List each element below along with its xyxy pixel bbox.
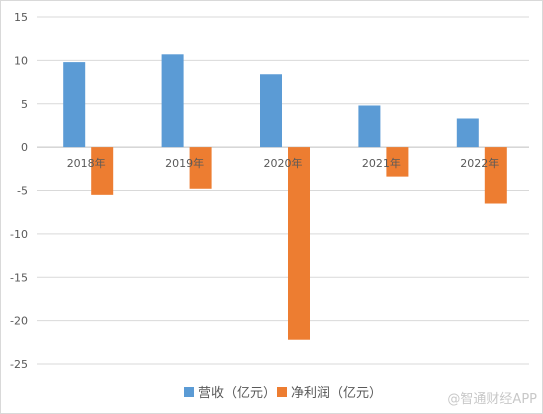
x-category-label: 2020年 [264,156,303,170]
y-tick-label: 0 [21,141,28,154]
x-category-label: 2021年 [362,156,401,170]
x-category-label: 2022年 [460,156,499,170]
y-tick-label: -25 [10,358,28,371]
legend-swatch-net-profit [277,387,287,397]
gridlines [37,16,529,365]
revenue-bar [456,118,479,148]
x-category-label: 2019年 [165,156,204,170]
y-tick-label: -10 [10,228,28,241]
x-axis-labels: 2018年 2019年 2020年 2021年 2022年 [67,156,500,170]
watermark: @智通财经APP [447,392,537,407]
net-profit-bar [484,147,507,204]
legend-label-net-profit: 净利润（亿元） [291,386,382,401]
y-tick-label: -20 [10,315,28,328]
legend-swatch-revenue [184,387,194,397]
revenue-bar [161,54,184,148]
y-tick-label: 10 [14,54,28,67]
revenue-bar [260,74,282,148]
y-tick-label: 5 [21,98,28,111]
net-profit-bar [189,147,212,189]
net-profit-bar [91,147,114,195]
revenue-bar [63,62,86,148]
revenue-bar [358,105,381,148]
net-profit-bar [288,147,310,340]
y-axis-labels: 15 10 5 0 -5 -10 -15 -20 -25 [10,11,28,371]
bars [63,54,507,340]
y-tick-label: -5 [17,185,28,198]
net-profit-bar [386,147,409,177]
legend: 营收（亿元） 净利润（亿元） [184,386,382,401]
x-category-label: 2018年 [67,156,106,170]
y-tick-label: -15 [10,271,28,284]
y-tick-label: 15 [14,11,28,24]
legend-label-revenue: 营收（亿元） [198,386,276,401]
